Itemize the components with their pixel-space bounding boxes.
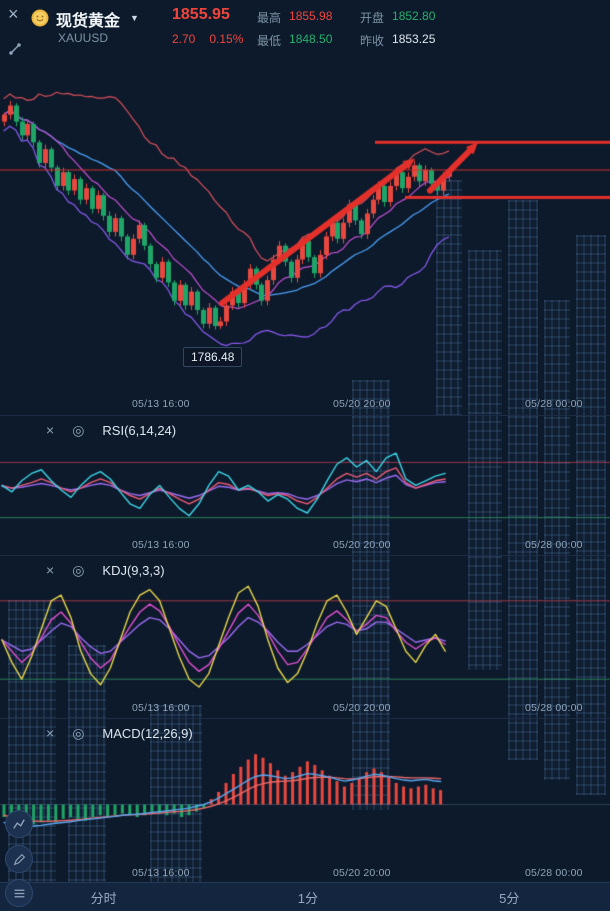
stat-high: 最高 1855.98 <box>257 9 333 25</box>
stat-prev-close: 昨收 1853.25 <box>360 32 436 48</box>
indicator-title: RSI(6,14,24) <box>102 422 177 438</box>
time-axis: 05/13 16:00 05/20 20:00 05/28 00:00 <box>0 536 610 556</box>
tab-1min[interactable]: 1分 <box>297 890 318 906</box>
macd-indicator-panel: × ◎ MACD(12,26,9) 05/13 16:00 05/20 20:0… <box>0 718 610 884</box>
indicator-toggle-button[interactable] <box>5 810 33 838</box>
stat-low: 最低 1848.50 <box>257 32 333 48</box>
axis-label: 05/28 00:00 <box>525 539 583 551</box>
rsi-indicator-panel: × ◎ RSI(6,14,24) 05/13 16:00 05/20 20:00… <box>0 415 610 556</box>
last-price: 1855.95 <box>172 6 230 23</box>
change-value: 2.70 <box>172 32 196 46</box>
gold-coin-icon <box>31 9 49 27</box>
axis-label: 05/28 00:00 <box>525 702 583 714</box>
kdj-indicator-panel: × ◎ KDJ(9,3,3) 05/13 16:00 05/20 20:00 0… <box>0 555 610 719</box>
close-indicator-icon[interactable]: × <box>46 725 55 741</box>
macd-panel-header: × ◎ MACD(12,26,9) <box>0 719 610 747</box>
axis-label: 05/20 20:00 <box>333 398 391 410</box>
axis-label: 05/13 16:00 <box>132 702 190 714</box>
tab-timeshare[interactable]: 分时 <box>90 890 117 906</box>
main-chart-canvas[interactable] <box>0 55 610 395</box>
axis-label: 05/28 00:00 <box>525 867 583 879</box>
kdj-panel-header: × ◎ KDJ(9,3,3) <box>0 556 610 584</box>
rsi-panel-header: × ◎ RSI(6,14,24) <box>0 416 610 444</box>
change-percent: 0.15% <box>209 32 244 46</box>
macd-chart-canvas[interactable] <box>0 747 610 862</box>
time-axis: 05/13 16:00 05/20 20:00 05/28 00:00 <box>0 699 610 719</box>
list-icon <box>14 889 24 897</box>
indicator-settings-icon[interactable]: ◎ <box>72 421 85 438</box>
axis-label: 05/13 16:00 <box>132 867 190 879</box>
indicator-title: KDJ(9,3,3) <box>102 562 165 578</box>
symbol-code: XAUUSD <box>58 31 109 45</box>
axis-label: 05/13 16:00 <box>132 539 190 551</box>
indicator-settings-icon[interactable]: ◎ <box>72 561 85 578</box>
axis-label: 05/13 16:00 <box>132 398 190 410</box>
close-indicator-icon[interactable]: × <box>46 422 55 438</box>
indicator-list-button[interactable] <box>5 879 33 907</box>
price-chart-panel: 1786.48 05/13 16:00 05/20 20:00 05/28 00… <box>0 55 610 415</box>
symbol-name[interactable]: 现货黄金 <box>56 13 121 30</box>
quote-header: × 现货黄金 ▼ XAUUSD 1855.95 2.70 0.15% 最高 18… <box>0 0 610 55</box>
kdj-chart-canvas[interactable] <box>0 584 610 696</box>
timeframe-tabbar: 分时 1分 5分 <box>0 882 610 911</box>
axis-label: 05/20 20:00 <box>333 867 391 879</box>
pen-icon <box>13 853 25 865</box>
time-axis: 05/13 16:00 05/20 20:00 05/28 00:00 <box>0 864 610 884</box>
axis-label: 05/20 20:00 <box>333 702 391 714</box>
price-change: 2.70 0.15% <box>172 32 243 46</box>
chevron-down-icon[interactable]: ▼ <box>130 13 139 23</box>
axis-label: 05/28 00:00 <box>525 398 583 410</box>
tab-5min[interactable]: 5分 <box>499 890 520 906</box>
indicator-title: MACD(12,26,9) <box>102 725 193 741</box>
low-price-label: 1786.48 <box>183 347 243 367</box>
rsi-chart-canvas[interactable] <box>0 444 610 536</box>
stat-open: 开盘 1852.80 <box>360 9 436 25</box>
drawing-tools-button[interactable] <box>5 845 33 873</box>
close-indicator-icon[interactable]: × <box>46 562 55 578</box>
close-icon[interactable]: × <box>8 4 19 24</box>
axis-label: 05/20 20:00 <box>333 539 391 551</box>
indicator-settings-icon[interactable]: ◎ <box>72 724 85 741</box>
line-chart-icon <box>13 819 25 829</box>
time-axis: 05/13 16:00 05/20 20:00 05/28 00:00 <box>0 395 610 415</box>
trendline-tool-icon[interactable] <box>8 42 22 61</box>
